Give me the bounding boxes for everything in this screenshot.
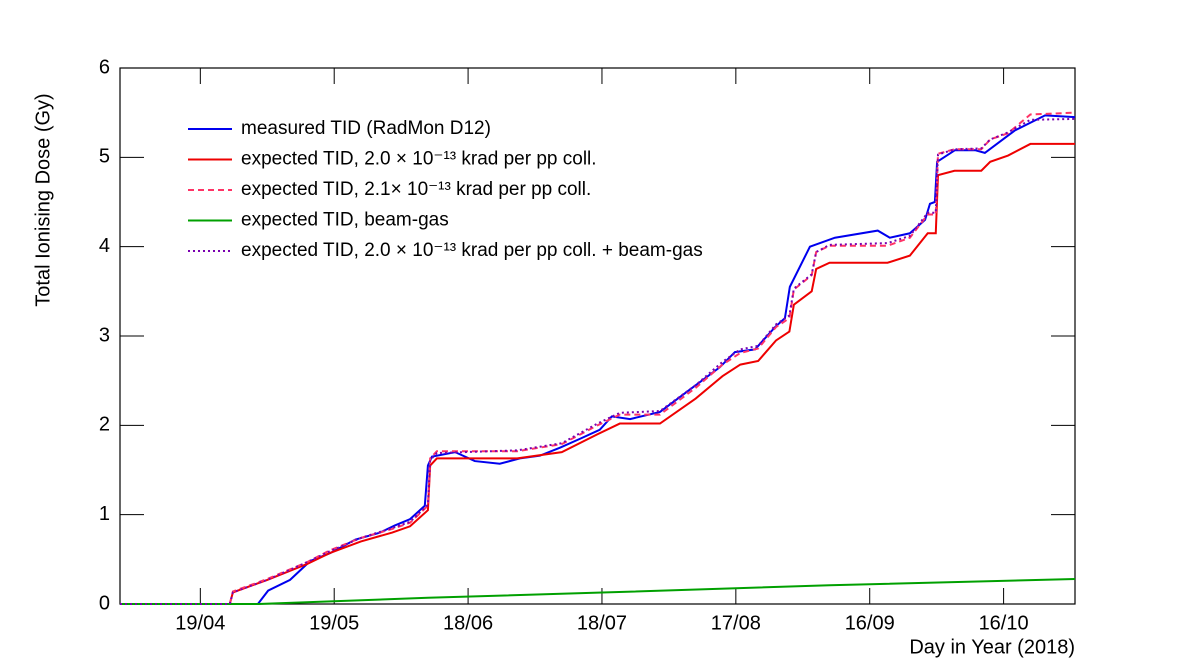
x-tick-label: 18/07 [577,612,627,634]
y-tick-label: 2 [99,414,110,436]
x-tick-label: 19/05 [309,612,359,634]
y-tick-label: 6 [99,56,110,78]
series-line [120,117,1076,605]
y-tick-label: 3 [99,324,110,346]
y-tick-label: 0 [99,592,110,614]
x-axis-title: Day in Year (2018) [909,636,1075,658]
x-tick-label: 17/08 [711,612,761,634]
legend-label: measured TID (RadMon D12) [241,118,491,139]
x-tick-label: 16/10 [979,612,1029,634]
legend-label: expected TID, 2.0 × 10⁻¹³ krad per pp co… [241,240,703,261]
y-tick-label: 4 [99,235,110,257]
legend-label: expected TID, beam-gas [241,210,449,231]
legend-label: expected TID, 2.0 × 10⁻¹³ krad per pp co… [241,149,597,170]
x-tick-label: 18/06 [443,612,493,634]
y-tick-label: 1 [99,503,110,525]
x-tick-label: 16/09 [845,612,895,634]
legend-label: expected TID, 2.1× 10⁻¹³ krad per pp col… [241,179,591,200]
x-tick-label: 19/04 [175,612,225,634]
y-tick-label: 5 [99,146,110,168]
series-line [120,577,1076,605]
y-axis-title: Total Ionising Dose (Gy) [32,93,54,306]
